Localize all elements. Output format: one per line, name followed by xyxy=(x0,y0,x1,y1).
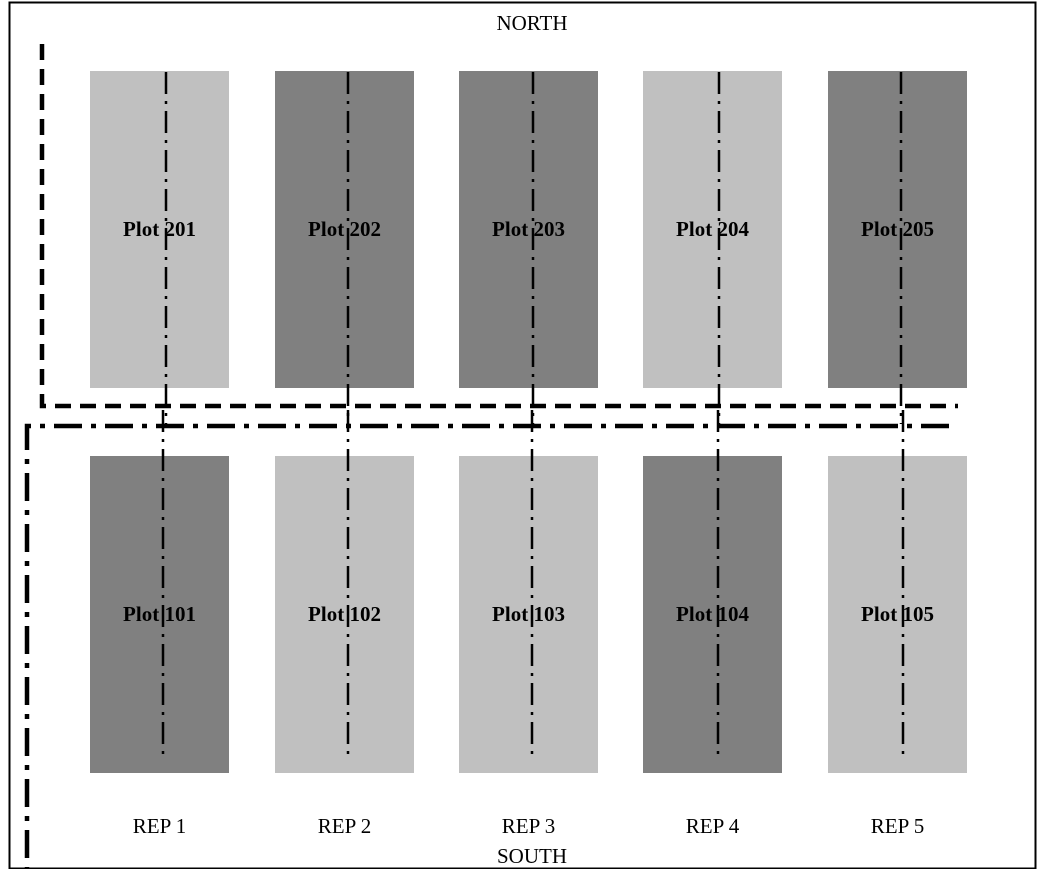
plot-label: Plot 102 xyxy=(308,602,381,626)
plot-label: Plot 204 xyxy=(676,217,749,241)
plot-label: Plot 104 xyxy=(676,602,749,626)
labels-layer: Plot 201 Plot 202 Plot 203 Plot 204 Plot 205… xyxy=(123,217,934,838)
south-block-boundary-dashdot xyxy=(24,423,949,869)
plot-label: Plot 105 xyxy=(861,602,934,626)
north-block-boundary-dashed xyxy=(39,44,958,409)
plot-rect xyxy=(275,71,414,388)
plot-rect xyxy=(459,456,598,773)
plot-rect xyxy=(275,456,414,773)
rep-label: REP 4 xyxy=(686,814,740,838)
plot-rect xyxy=(90,71,229,388)
plot-rect xyxy=(643,71,782,388)
rep-label: REP 5 xyxy=(871,814,924,838)
plot-rect xyxy=(828,71,967,388)
rep-label: REP 1 xyxy=(133,814,186,838)
plots-layer xyxy=(90,71,967,773)
plot-rect xyxy=(828,456,967,773)
plot-rect xyxy=(643,456,782,773)
north-label: NORTH xyxy=(496,11,567,35)
center-lines-layer xyxy=(161,72,905,754)
plot-rect xyxy=(459,71,598,388)
plot-label: Plot 205 xyxy=(861,217,934,241)
plot-label: Plot 202 xyxy=(308,217,381,241)
plot-label: Plot 103 xyxy=(492,602,565,626)
plot-label: Plot 101 xyxy=(123,602,196,626)
plot-rect xyxy=(90,456,229,773)
plot-label: Plot 201 xyxy=(123,217,196,241)
plot-label: Plot 203 xyxy=(492,217,565,241)
rep-label: REP 3 xyxy=(502,814,555,838)
south-label: SOUTH xyxy=(497,844,567,868)
rep-label: REP 2 xyxy=(318,814,371,838)
